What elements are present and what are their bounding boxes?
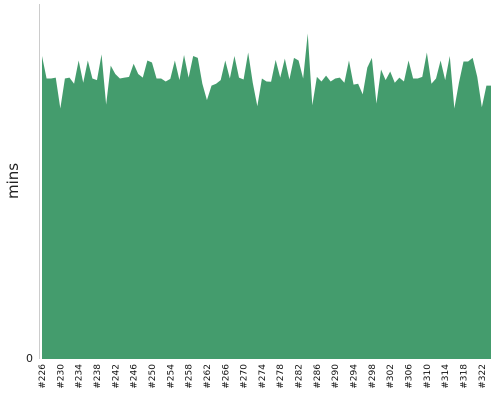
x-tick-label: #250	[148, 364, 158, 389]
x-tick-label: #286	[313, 364, 323, 389]
x-tick-label: #314	[441, 364, 451, 389]
x-tick-label: #306	[405, 364, 415, 389]
x-tick-label: #322	[478, 364, 488, 389]
x-tick-label: #254	[166, 364, 176, 389]
x-tick-label: #302	[386, 364, 396, 389]
y-axis-label: mins	[4, 163, 22, 199]
x-tick-label: #238	[93, 364, 103, 389]
x-tick-label: #290	[331, 364, 341, 389]
x-tick-label: #262	[203, 364, 213, 389]
area-layer	[42, 33, 491, 360]
x-tick-label: #266	[221, 364, 231, 389]
x-tick-label: #310	[423, 364, 433, 389]
x-tick-label: #278	[276, 364, 286, 389]
x-tick-label: #318	[460, 364, 470, 389]
x-tick-label: #242	[111, 364, 121, 389]
area-series	[42, 33, 491, 360]
x-tick-label: #246	[130, 364, 140, 389]
x-tick-label: #234	[75, 364, 85, 389]
y-tick-label-0: 0	[26, 352, 33, 365]
x-tick-label: #258	[185, 364, 195, 389]
x-tick-label: #226	[38, 364, 48, 389]
x-tick-label: #294	[350, 364, 360, 389]
x-tick-label: #230	[56, 364, 66, 389]
x-tick-label: #274	[258, 364, 268, 389]
x-tick-label: #282	[295, 364, 305, 389]
x-tick-labels: #226 #230 #234 #238 #242 #246 #250 #254 #258 #262…	[38, 364, 488, 389]
x-tick-label: #298	[368, 364, 378, 389]
x-tick-label: #270	[240, 364, 250, 389]
